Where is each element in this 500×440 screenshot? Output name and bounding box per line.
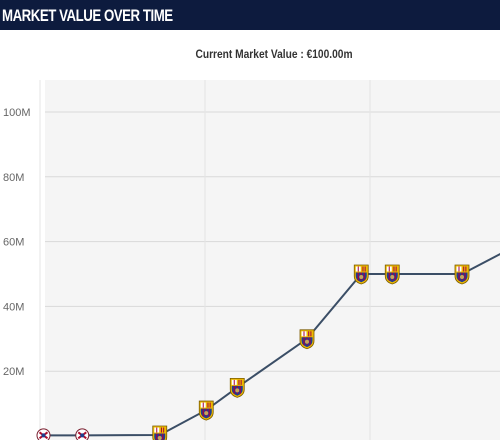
data-point xyxy=(152,425,168,440)
club-crest-icon xyxy=(152,425,168,440)
data-point xyxy=(384,264,400,285)
data-point xyxy=(299,329,315,350)
data-point xyxy=(454,264,470,285)
y-tick-label: 100M xyxy=(3,107,31,119)
chart-title: MARKET VALUE OVER TIME xyxy=(2,6,173,25)
club-crest-icon xyxy=(454,264,470,285)
y-tick-label: 80M xyxy=(3,172,24,184)
header-bar: MARKET VALUE OVER TIME xyxy=(0,0,500,30)
club-crest-icon xyxy=(384,264,400,285)
data-point xyxy=(75,428,90,440)
club-crest-icon xyxy=(229,377,245,398)
plot-area xyxy=(45,80,500,440)
club-crest-icon xyxy=(198,400,214,421)
data-point xyxy=(229,377,245,398)
y-tick-label: 60M xyxy=(3,237,24,249)
club-crest-icon xyxy=(299,329,315,350)
club-crest-icon xyxy=(353,264,369,285)
y-tick-label: 20M xyxy=(3,366,24,378)
data-point xyxy=(353,264,369,285)
y-tick-label: 40M xyxy=(3,301,24,313)
data-point xyxy=(198,400,214,421)
club-crest-icon xyxy=(75,428,90,440)
club-crest-icon xyxy=(36,428,51,440)
chart-subtitle: Current Market Value : €100.00m xyxy=(195,47,353,61)
data-point xyxy=(36,428,51,440)
